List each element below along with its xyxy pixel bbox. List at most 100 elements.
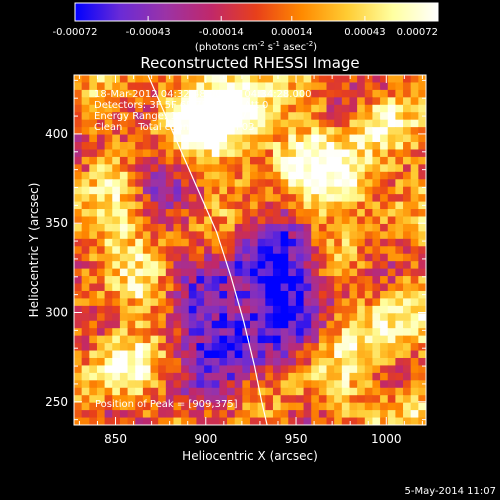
heatmap-pixel	[395, 142, 404, 151]
heatmap-pixel	[188, 134, 198, 143]
heatmap-pixel	[81, 320, 90, 329]
heatmap-pixel	[418, 395, 426, 404]
heatmap-pixel	[250, 380, 259, 389]
heatmap-pixel	[357, 134, 366, 143]
heatmap-pixel	[158, 149, 167, 158]
heatmap-pixel	[272, 380, 282, 389]
heatmap-pixel	[250, 387, 259, 396]
heatmap-pixel	[219, 290, 228, 300]
heatmap-pixel	[418, 104, 426, 113]
heatmap-pixel	[204, 395, 213, 404]
heatmap-pixel	[119, 268, 129, 277]
heatmap-pixel	[372, 320, 381, 329]
heatmap-pixel	[257, 201, 266, 210]
heatmap-pixel	[211, 231, 220, 240]
heatmap-pixel	[135, 89, 144, 98]
heatmap-pixel	[272, 372, 282, 381]
heatmap-pixel	[96, 156, 106, 165]
heatmap-pixel	[387, 104, 396, 113]
heatmap-pixel	[142, 335, 152, 344]
heatmap-pixel	[349, 417, 358, 425]
heatmap-pixel	[112, 290, 121, 300]
heatmap-pixel	[318, 231, 328, 240]
heatmap-pixel	[142, 127, 152, 136]
heatmap-pixel	[158, 82, 167, 91]
heatmap-pixel	[173, 305, 182, 314]
heatmap-pixel	[280, 313, 289, 322]
heatmap-pixel	[280, 410, 289, 419]
heatmap-pixel	[349, 201, 358, 210]
heatmap-pixel	[265, 149, 274, 158]
heatmap-pixel	[150, 335, 159, 344]
heatmap-pixel	[158, 387, 167, 396]
heatmap-pixel	[265, 216, 274, 225]
heatmap-pixel	[403, 97, 412, 106]
heatmap-pixel	[112, 97, 121, 106]
heatmap-pixel	[74, 142, 83, 151]
heatmap-pixel	[334, 104, 343, 113]
heatmap-pixel	[150, 134, 159, 143]
heatmap-pixel	[165, 320, 175, 329]
chart-title: Reconstructed RHESSI Image	[140, 54, 359, 72]
heatmap-pixel	[242, 276, 251, 285]
heatmap-pixel	[196, 357, 205, 367]
heatmap-pixel	[181, 223, 190, 232]
heatmap-pixel	[295, 223, 305, 232]
heatmap-pixel	[234, 246, 243, 255]
heatmap-pixel	[318, 179, 328, 188]
heatmap-pixel	[234, 171, 243, 180]
heatmap-pixel	[150, 395, 159, 404]
heatmap-pixel	[181, 365, 190, 374]
heatmap-pixel	[219, 209, 228, 218]
heatmap-pixel	[341, 89, 351, 98]
heatmap-pixel	[380, 357, 389, 367]
heatmap-pixel	[311, 156, 320, 165]
heatmap-pixel	[242, 253, 251, 262]
heatmap-pixel	[196, 290, 205, 300]
heatmap-pixel	[104, 89, 113, 98]
heatmap-pixel	[81, 357, 90, 367]
heatmap-pixel	[257, 119, 266, 128]
heatmap-pixel	[196, 149, 205, 158]
heatmap-pixel	[272, 402, 282, 411]
heatmap-pixel	[272, 104, 282, 113]
heatmap-pixel	[410, 164, 419, 173]
heatmap-pixel	[181, 343, 190, 352]
heatmap-pixel	[318, 357, 328, 367]
heatmap-pixel	[318, 253, 328, 262]
heatmap-pixel	[119, 134, 129, 143]
heatmap-pixel	[295, 410, 305, 419]
heatmap-pixel	[188, 149, 198, 158]
heatmap-pixel	[257, 335, 266, 344]
heatmap-pixel	[234, 417, 243, 425]
heatmap-pixel	[158, 186, 167, 195]
heatmap-pixel	[96, 335, 106, 344]
heatmap-pixel	[173, 112, 182, 121]
heatmap-pixel	[211, 223, 220, 232]
heatmap-pixel	[395, 387, 404, 396]
heatmap-pixel	[257, 171, 266, 180]
heatmap-pixel	[280, 328, 289, 337]
heatmap-pixel	[173, 149, 182, 158]
heatmap-pixel	[295, 134, 305, 143]
heatmap-pixel	[127, 387, 136, 396]
heatmap-pixel	[204, 261, 213, 270]
heatmap-pixel	[181, 75, 190, 84]
heatmap-pixel	[150, 320, 159, 329]
heatmap-pixel	[119, 112, 129, 121]
heatmap-pixel	[380, 290, 389, 300]
heatmap-pixel	[158, 127, 167, 136]
heatmap-pixel	[173, 89, 182, 98]
heatmap-pixel	[418, 223, 426, 232]
heatmap-pixel	[74, 343, 83, 352]
heatmap-pixel	[173, 276, 182, 285]
heatmap-pixel	[142, 216, 152, 225]
heatmap-pixel	[334, 127, 343, 136]
heatmap-pixel	[242, 417, 251, 425]
heatmap-pixel	[265, 201, 274, 210]
heatmap-pixel	[158, 142, 167, 151]
heatmap-pixel	[418, 127, 426, 136]
heatmap-pixel	[188, 268, 198, 277]
heatmap-pixel	[288, 104, 297, 113]
heatmap-pixel	[196, 179, 205, 188]
